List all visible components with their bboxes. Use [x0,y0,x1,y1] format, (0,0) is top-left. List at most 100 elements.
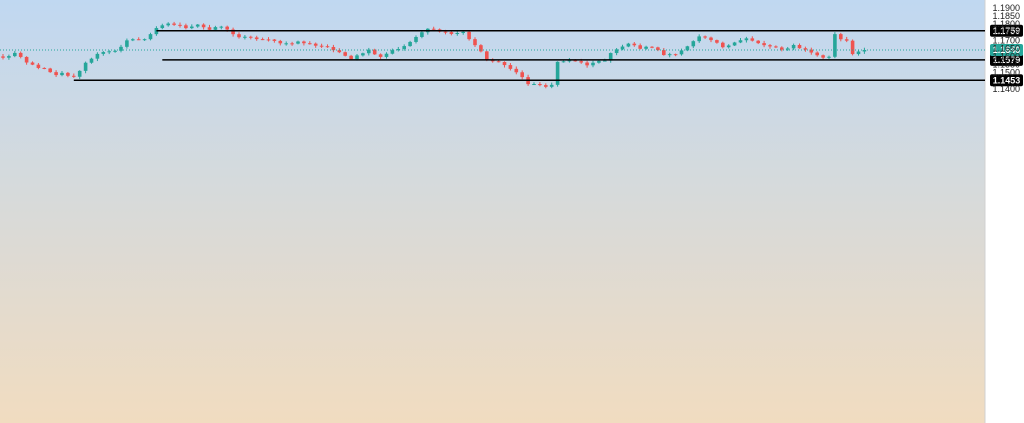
candle [626,42,631,48]
candle [260,37,265,41]
candle [768,44,772,49]
candle [821,54,825,60]
candle-body [72,75,76,77]
candle-body [372,49,377,55]
candle-body [585,62,589,66]
candle-body [24,56,29,63]
candle-body [791,44,796,49]
candle [243,34,247,40]
candle-body [455,33,460,35]
candle-body [66,72,70,76]
candle-body [815,52,819,56]
level-line[interactable]: 1.1759 [156,24,1023,37]
candle [791,43,796,51]
candle [42,67,47,70]
candle-body [402,46,406,50]
candle-body [709,37,713,41]
candle-body [544,85,548,87]
candle-body [284,43,288,45]
candle [195,23,200,28]
candle [396,46,401,52]
candle-body [54,72,58,76]
candle [13,50,17,58]
level-line[interactable]: 1.1453 [73,74,1023,87]
candle-body [219,26,224,28]
candle [125,38,129,49]
candle [520,70,524,80]
candle-body [780,47,784,50]
candle [48,67,52,73]
candle-body [296,41,300,44]
level-badge-label: 1.1579 [993,55,1021,65]
candle-body [538,84,542,86]
candle [827,55,831,60]
candle [467,30,471,41]
candle-body [396,49,401,51]
candle [119,44,123,53]
price-tick-label: 1.1650 [992,43,1020,53]
candle [172,21,176,26]
level-badge [990,74,1023,87]
candle-body [508,65,513,69]
candle-body [266,39,271,41]
candle-body [591,62,595,66]
level-line[interactable]: 1.1579 [162,53,1023,66]
candle [508,63,513,71]
candle-body [431,28,436,30]
candle [337,48,342,54]
candle [738,38,743,44]
candle-body [502,61,507,66]
candle [532,82,536,86]
candle [390,48,395,55]
candle [850,39,855,56]
candle-body [667,54,672,56]
candle [372,48,377,55]
candle [420,30,424,39]
candle-body [827,56,831,58]
candle [691,40,696,49]
candle-body [331,46,336,51]
candle [113,49,117,53]
candle-body [774,46,778,48]
candle-body [302,41,306,44]
candle-body [850,40,855,55]
candle [201,23,206,30]
candle [809,47,814,55]
candle [797,43,802,49]
candle [60,71,64,77]
candle-body [532,84,536,86]
candle-body [384,53,389,57]
price-tick-label: 1.1800 [992,19,1020,29]
candle-body [614,49,619,54]
candle [815,51,819,57]
candle-body [136,39,141,41]
candle [77,70,82,79]
candle-body [721,42,725,48]
candle-body [821,55,825,58]
current-price-label: 1.1640 [993,45,1021,55]
price-tick-label: 1.1550 [992,60,1020,70]
candle-body [726,45,731,48]
candle-body [561,61,566,63]
candle [750,36,755,42]
candle [148,32,153,41]
candle [231,27,235,37]
candle-body [308,43,312,45]
candle-body [473,39,477,46]
candle-body [254,37,259,40]
candle [762,40,766,48]
candle-body [862,49,867,52]
candle-body [644,46,648,49]
candle-body [750,38,755,41]
candle [190,24,194,30]
candle-body [355,55,359,60]
candle [744,36,749,43]
candle [219,25,224,30]
candle-body [13,52,17,57]
candle-body [190,26,194,29]
candle [101,51,106,56]
candle [514,66,519,75]
candle-body [42,67,47,69]
candle [538,82,542,87]
